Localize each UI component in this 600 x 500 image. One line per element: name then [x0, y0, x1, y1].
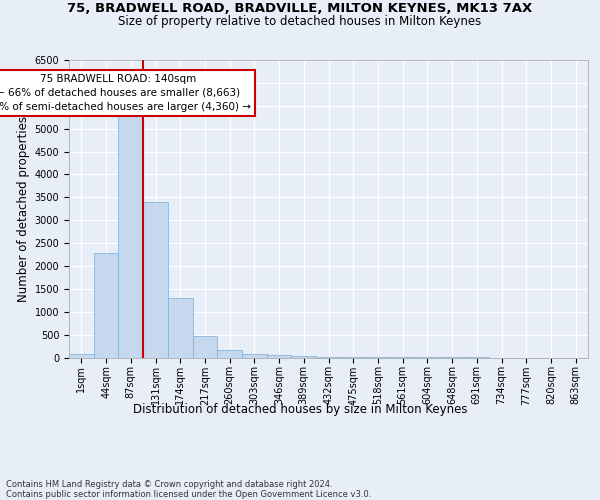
Bar [193, 336, 217, 357]
Bar [292, 356, 316, 358]
Bar [168, 298, 193, 358]
Text: Distribution of detached houses by size in Milton Keynes: Distribution of detached houses by size … [133, 402, 467, 415]
Text: Size of property relative to detached houses in Milton Keynes: Size of property relative to detached ho… [118, 15, 482, 28]
Text: Contains HM Land Registry data © Crown copyright and database right 2024.
Contai: Contains HM Land Registry data © Crown c… [6, 480, 371, 499]
Text: 75 BRADWELL ROAD: 140sqm
← 66% of detached houses are smaller (8,663)
33% of sem: 75 BRADWELL ROAD: 140sqm ← 66% of detach… [0, 74, 251, 112]
Bar [217, 350, 242, 358]
Bar [94, 253, 118, 358]
Bar [316, 357, 341, 358]
Bar [267, 355, 292, 358]
Bar [118, 110, 143, 358]
Bar [69, 354, 94, 358]
Bar [242, 354, 267, 358]
Bar [143, 202, 168, 358]
Text: 75, BRADWELL ROAD, BRADVILLE, MILTON KEYNES, MK13 7AX: 75, BRADWELL ROAD, BRADVILLE, MILTON KEY… [67, 2, 533, 16]
Y-axis label: Number of detached properties: Number of detached properties [17, 116, 31, 302]
